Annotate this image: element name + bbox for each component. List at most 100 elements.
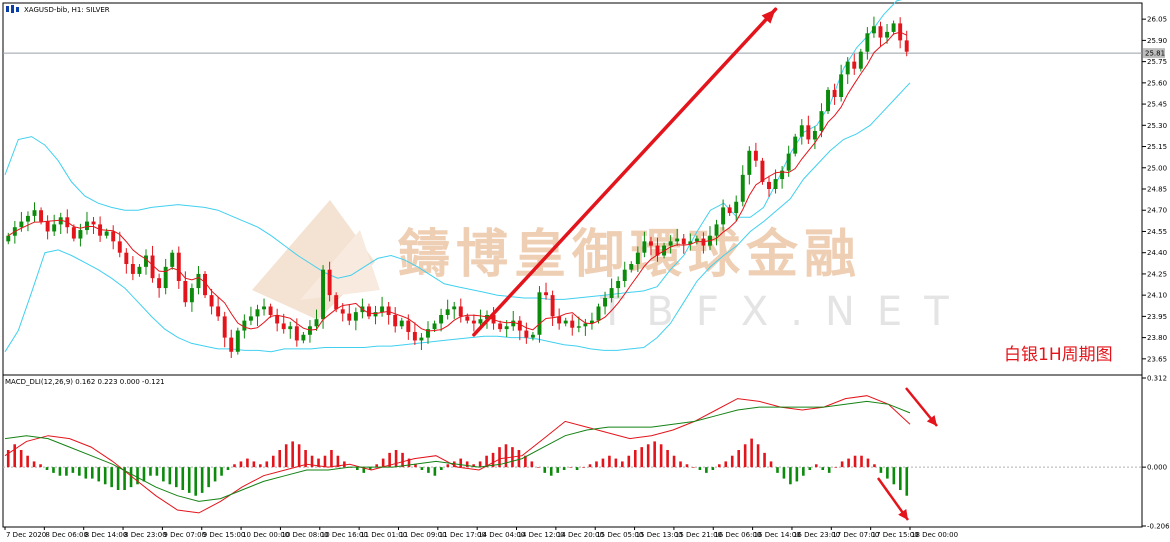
candle-body bbox=[367, 306, 371, 317]
candle-body bbox=[452, 306, 457, 310]
y-tick-label: 23.95 bbox=[1147, 313, 1167, 321]
histogram-bar bbox=[614, 458, 618, 468]
candle-body bbox=[229, 337, 234, 352]
histogram-bar bbox=[621, 461, 624, 468]
histogram-bar bbox=[899, 467, 902, 490]
histogram-bar bbox=[323, 455, 327, 468]
histogram-bar bbox=[549, 467, 553, 476]
histogram-bar bbox=[401, 452, 404, 468]
histogram-bar bbox=[485, 455, 488, 468]
histogram-bar bbox=[407, 458, 411, 468]
histogram-bar bbox=[265, 461, 269, 468]
signal-line bbox=[4, 400, 911, 502]
histogram-bar bbox=[155, 467, 159, 476]
candle-body bbox=[144, 255, 148, 267]
histogram-bar bbox=[692, 467, 695, 468]
trendline bbox=[472, 7, 778, 337]
x-tick-label: 18 Dec 00:00 bbox=[911, 531, 958, 539]
histogram-bar bbox=[666, 450, 669, 468]
candle-body bbox=[248, 316, 253, 321]
candle-body bbox=[655, 245, 660, 256]
macd-histogram bbox=[6, 438, 909, 496]
histogram-bar bbox=[543, 467, 547, 473]
histogram-bar bbox=[608, 455, 611, 468]
current-price-tag-bg bbox=[1143, 48, 1165, 59]
histogram-bar bbox=[71, 467, 75, 473]
candle-body bbox=[104, 231, 109, 236]
candle-body bbox=[399, 320, 404, 327]
histogram-bar bbox=[802, 467, 805, 476]
annotation-arrows bbox=[876, 387, 938, 521]
candle-body bbox=[544, 292, 548, 296]
candle-body bbox=[111, 231, 116, 242]
macd-line bbox=[4, 395, 911, 514]
y-tick-label: 24.70 bbox=[1147, 207, 1167, 215]
histogram-bar bbox=[45, 467, 49, 470]
down-arrow-head bbox=[898, 508, 908, 520]
histogram-bar bbox=[808, 467, 812, 470]
candle-body bbox=[32, 210, 37, 216]
y-tick-label: 24.55 bbox=[1147, 228, 1167, 236]
candle-body bbox=[393, 314, 398, 327]
histogram-bar bbox=[414, 464, 417, 468]
candle-body bbox=[209, 295, 214, 307]
candle-body bbox=[471, 320, 476, 324]
candle-body bbox=[635, 252, 640, 265]
histogram-bar bbox=[271, 455, 275, 468]
candle-body bbox=[806, 125, 811, 140]
current-price-label: 25.81 bbox=[1145, 50, 1165, 58]
x-tick-label: 17 Dec 07:00 bbox=[832, 531, 879, 539]
histogram-bar bbox=[19, 450, 23, 468]
candle-body bbox=[603, 297, 608, 307]
histogram-bar bbox=[679, 461, 682, 468]
candle-body bbox=[216, 306, 221, 317]
histogram-bar bbox=[246, 458, 249, 468]
histogram-bar bbox=[356, 467, 359, 470]
candle-body bbox=[517, 320, 522, 331]
histogram-bar bbox=[724, 461, 728, 468]
macd-title: MACD_DLI(12,26,9) 0.162 0.223 0.000 -0.1… bbox=[5, 378, 165, 386]
histogram-bar bbox=[6, 450, 10, 468]
candle-body bbox=[826, 89, 830, 112]
histogram-bar bbox=[181, 467, 185, 490]
candle-body bbox=[58, 217, 63, 225]
histogram-bar bbox=[252, 461, 256, 468]
y-tick-label: 25.45 bbox=[1147, 101, 1167, 109]
y-tick-label: 25.00 bbox=[1147, 164, 1167, 172]
macd-panel-frame bbox=[2, 374, 1143, 528]
candle-body bbox=[25, 215, 30, 222]
histogram-bar bbox=[769, 461, 773, 468]
histogram-bar bbox=[659, 444, 663, 468]
candle-body bbox=[294, 326, 299, 341]
x-tick-label: 15 Dec 21:00 bbox=[675, 531, 722, 539]
x-tick-label: 8 Dec 06:00 bbox=[45, 531, 88, 539]
histogram-bar bbox=[633, 450, 637, 468]
histogram-bar bbox=[646, 444, 650, 468]
upper-band bbox=[4, 0, 903, 300]
candle-body bbox=[668, 241, 673, 246]
histogram-bar bbox=[756, 444, 760, 468]
candle-body bbox=[163, 266, 168, 289]
candle-body bbox=[734, 201, 739, 214]
histogram-bar bbox=[582, 467, 585, 468]
candle-body bbox=[878, 26, 883, 38]
histogram-bar bbox=[685, 464, 689, 468]
candle-body bbox=[288, 326, 293, 330]
candle-body bbox=[78, 230, 83, 239]
histogram-bar bbox=[90, 467, 94, 479]
histogram-bar bbox=[26, 455, 29, 468]
histogram-bar bbox=[814, 464, 818, 468]
histogram-bar bbox=[860, 455, 863, 468]
candle-body bbox=[845, 61, 850, 75]
candle-body bbox=[45, 221, 50, 232]
y-tick-label: 25.30 bbox=[1147, 122, 1167, 130]
candle-body bbox=[858, 51, 863, 69]
histogram-bar bbox=[718, 464, 721, 468]
histogram-bar bbox=[368, 467, 372, 470]
histogram-bar bbox=[149, 467, 152, 476]
histogram-bar bbox=[763, 452, 766, 468]
watermark: 鑄博皇御環球金融 TBFX.NET bbox=[252, 200, 949, 335]
x-tick-label: 11 Dec 17:00 bbox=[439, 531, 486, 539]
histogram-bar bbox=[110, 467, 113, 488]
candle-body bbox=[117, 241, 122, 253]
